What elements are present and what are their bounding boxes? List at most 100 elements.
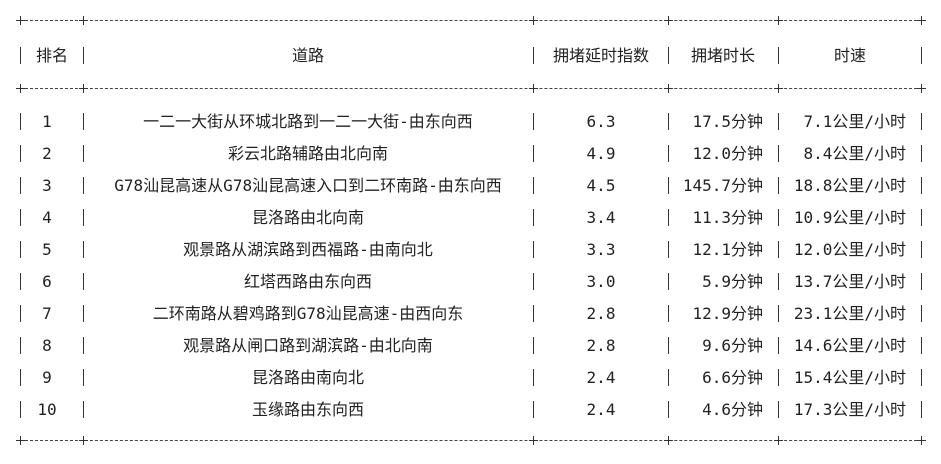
rank-cell: 排名 [35, 46, 68, 65]
rank-cell: 2 [42, 144, 52, 163]
congestion-duration-cell: 5.9分钟 [702, 272, 763, 291]
column-separator [83, 305, 84, 322]
column-separator [778, 47, 779, 64]
column-separator [668, 241, 669, 258]
column-separator [20, 273, 21, 290]
congestion-duration-cell: 12.9分钟 [692, 304, 763, 323]
road-cell: 观景路从闸口路到湖滨路-由北向南 [183, 336, 433, 355]
column-separator [921, 273, 922, 290]
column-separator [921, 177, 922, 194]
congestion-duration-cell: 12.0分钟 [692, 144, 763, 163]
rank-cell: 3 [42, 176, 52, 195]
column-separator [921, 145, 922, 162]
column-separator [83, 273, 84, 290]
rank-cell: 5 [42, 240, 52, 259]
column-separator [778, 305, 779, 322]
column-separator [83, 241, 84, 258]
road-cell: 昆洛路由南向北 [251, 368, 364, 387]
border-junction [917, 436, 926, 445]
congestion-duration-cell: 9.6分钟 [702, 336, 763, 355]
column-separator [533, 401, 534, 418]
rank-cell: 6 [42, 272, 52, 291]
column-separator [668, 401, 669, 418]
column-separator [668, 273, 669, 290]
speed-cell: 8.4公里/小时 [803, 144, 906, 163]
column-separator [83, 337, 84, 354]
border-junction [917, 16, 926, 25]
column-separator [533, 209, 534, 226]
delay-index-cell: 3.3 [586, 240, 616, 259]
rank-cell: 7 [42, 304, 52, 323]
column-separator [533, 177, 534, 194]
column-separator [921, 305, 922, 322]
column-separator [778, 273, 779, 290]
delay-index-cell: 3.0 [586, 272, 616, 291]
column-separator [83, 401, 84, 418]
speed-cell: 15.4公里/小时 [793, 368, 906, 387]
border-junction [917, 84, 926, 93]
column-separator [20, 305, 21, 322]
column-separator [533, 337, 534, 354]
column-separator [83, 145, 84, 162]
speed-cell: 7.1公里/小时 [803, 112, 906, 131]
column-separator [921, 47, 922, 64]
column-separator [533, 305, 534, 322]
column-separator [921, 369, 922, 386]
congestion-duration-cell: 4.6分钟 [702, 400, 763, 419]
delay-index-cell: 2.8 [586, 336, 616, 355]
column-separator [778, 113, 779, 130]
delay-index-cell: 4.9 [586, 144, 616, 163]
speed-cell: 17.3公里/小时 [793, 400, 906, 419]
column-separator [20, 145, 21, 162]
column-separator [668, 177, 669, 194]
road-cell: 彩云北路辅路由北向南 [227, 144, 388, 163]
delay-index-cell: 4.5 [586, 176, 616, 195]
column-separator [20, 177, 21, 194]
delay-index-cell: 6.3 [586, 112, 616, 131]
column-separator [668, 47, 669, 64]
rank-cell: 1 [42, 112, 52, 131]
road-cell: G78汕昆高速从G78汕昆高速入口到二环南路-由东向西 [114, 176, 502, 195]
border-junction [664, 436, 673, 445]
column-separator [533, 369, 534, 386]
column-separator [778, 337, 779, 354]
road-cell: 一二一大街从环城北路到一二一大街-由东向西 [143, 112, 473, 131]
column-separator [668, 113, 669, 130]
column-separator [778, 369, 779, 386]
border-junction [774, 84, 783, 93]
column-separator [668, 305, 669, 322]
delay-index-cell: 3.4 [586, 208, 616, 227]
border-junction [529, 16, 538, 25]
column-separator [20, 401, 21, 418]
road-cell: 道路 [291, 46, 324, 65]
column-separator [533, 113, 534, 130]
column-separator [20, 209, 21, 226]
speed-cell: 23.1公里/小时 [793, 304, 906, 323]
congestion-duration-cell: 6.6分钟 [702, 368, 763, 387]
speed-cell: 14.6公里/小时 [793, 336, 906, 355]
congestion-duration-cell: 17.5分钟 [692, 112, 763, 131]
speed-cell: 13.7公里/小时 [793, 272, 906, 291]
column-separator [921, 209, 922, 226]
column-separator [778, 241, 779, 258]
congestion-duration-cell: 拥堵时长 [690, 46, 755, 65]
column-separator [921, 113, 922, 130]
delay-index-cell: 2.8 [586, 304, 616, 323]
speed-cell: 时速 [833, 46, 866, 65]
congestion-duration-cell: 145.7分钟 [682, 176, 763, 195]
border-junction [664, 84, 673, 93]
column-separator [533, 273, 534, 290]
column-separator [668, 209, 669, 226]
column-separator [668, 369, 669, 386]
road-cell: 昆洛路由北向南 [251, 208, 364, 227]
column-separator [778, 177, 779, 194]
column-separator [20, 47, 21, 64]
column-separator [83, 369, 84, 386]
table-border-line [20, 20, 922, 21]
column-separator [83, 47, 84, 64]
column-separator [668, 337, 669, 354]
road-cell: 观景路从湖滨路到西福路-由南向北 [183, 240, 433, 259]
congestion-duration-cell: 12.1分钟 [692, 240, 763, 259]
border-junction [79, 16, 88, 25]
table-border-line [20, 440, 922, 441]
